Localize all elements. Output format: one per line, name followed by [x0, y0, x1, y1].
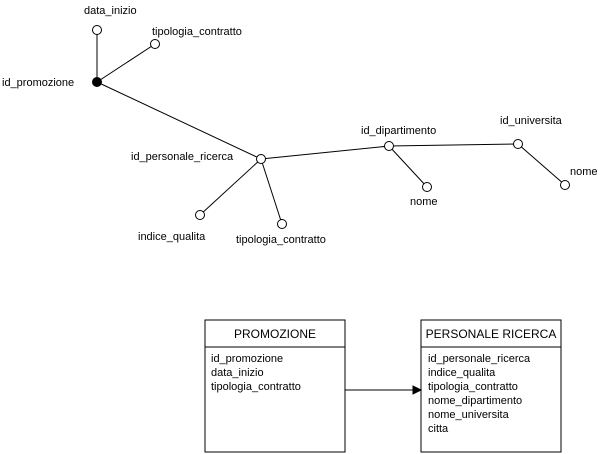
edge-personale-dipartimento	[260, 145, 390, 160]
node-data-inizio	[92, 25, 102, 35]
edge-dipartimento-universita	[388, 143, 519, 147]
edge-personale-tipologia	[260, 158, 283, 225]
tree-labels: data_inizio tipologia_contratto id_promo…	[2, 5, 598, 246]
edge-dipartimento-nome	[388, 145, 428, 188]
table-promozione: PROMOZIONE id_promozione data_inizio tip…	[204, 319, 346, 453]
label-nome-universita: nome	[570, 166, 598, 178]
node-tipologia-contratto-top	[150, 39, 160, 49]
node-indice-qualita	[195, 210, 205, 220]
table-personale-ricerca-field: nome_dipartimento	[428, 395, 522, 407]
tree-nodes	[92, 25, 570, 229]
label-nome-dipartimento: nome	[410, 196, 438, 208]
arrowhead-icon	[412, 385, 423, 395]
label-data-inizio: data_inizio	[84, 5, 137, 17]
table-personale-ricerca-body-box	[420, 346, 562, 453]
label-indice-qualita: indice_qualita	[138, 231, 206, 243]
edge-personale-indice	[199, 158, 262, 216]
table-personale-ricerca: PERSONALE RICERCA id_personale_ricerca i…	[420, 319, 562, 453]
table-personale-ricerca-field: indice_qualita	[428, 367, 496, 379]
tree-edges	[96, 30, 566, 225]
label-id-promozione: id_promozione	[2, 77, 74, 89]
node-id-personale-ricerca	[256, 154, 266, 164]
node-nome-dipartimento	[422, 182, 432, 192]
node-tipologia-contratto-bottom	[277, 219, 287, 229]
table-promozione-title: PROMOZIONE	[234, 327, 316, 341]
table-promozione-field: id_promozione	[211, 353, 283, 365]
table-personale-ricerca-field: citta	[428, 423, 449, 435]
table-personale-ricerca-field: nome_universita	[428, 409, 510, 421]
node-nome-universita	[560, 180, 570, 190]
reference-arrow	[345, 385, 423, 395]
label-tipologia-contratto-bottom: tipologia_contratto	[236, 234, 326, 246]
table-promozione-body-box	[204, 346, 346, 453]
label-id-personale-ricerca: id_personale_ricerca	[131, 151, 234, 163]
node-id-universita	[513, 139, 523, 149]
table-personale-ricerca-field: id_personale_ricerca	[428, 353, 531, 365]
label-id-universita: id_universita	[500, 115, 563, 127]
table-personale-ricerca-title: PERSONALE RICERCA	[426, 327, 557, 341]
table-promozione-field: data_inizio	[211, 367, 264, 379]
node-id-promozione	[92, 77, 102, 87]
edge-promozione-tipologia	[96, 43, 156, 83]
table-personale-ricerca-field: tipologia_contratto	[428, 381, 518, 393]
label-tipologia-contratto-top: tipologia_contratto	[152, 26, 242, 38]
table-promozione-field: tipologia_contratto	[211, 381, 301, 393]
edge-universita-nome	[517, 143, 566, 186]
edge-promozione-personale	[96, 81, 262, 160]
node-id-dipartimento	[384, 141, 394, 151]
label-id-dipartimento: id_dipartimento	[361, 125, 436, 137]
